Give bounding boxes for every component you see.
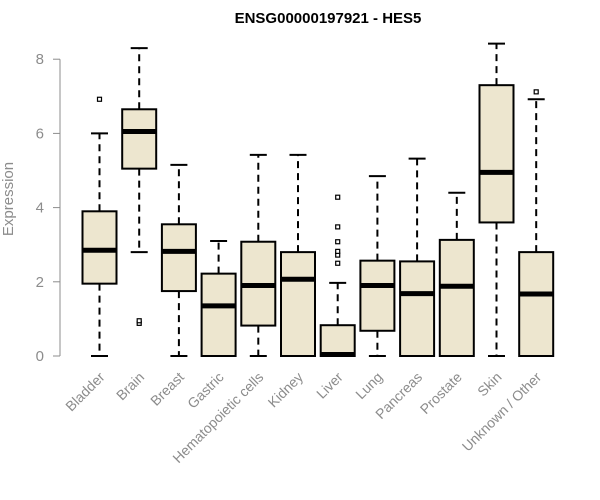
box-iqr [160,223,197,293]
box-iqr [200,272,237,357]
box-iqr [359,259,396,332]
outlier-point [136,318,142,324]
box-group [319,194,356,358]
box-iqr [280,251,316,357]
boxes-layer [81,42,555,358]
box-group [200,239,237,357]
box-group [240,153,277,357]
y-tick-label: 0 [36,348,44,365]
box-group [359,175,396,357]
box-group [121,47,158,326]
y-axis-label: Expression [0,162,17,236]
box-iqr [438,238,475,357]
x-tick-label: Liver [313,369,346,402]
outlier-point [533,89,539,95]
outlier-point [96,96,103,102]
y-tick-label: 8 [36,51,44,68]
outlier-point [335,194,341,200]
outlier-point [335,248,341,254]
outlier-point [335,224,341,230]
x-tick-label: Lung [352,369,385,402]
box-group [160,163,197,357]
box-iqr [81,210,118,285]
x-tick-label: Prostate [417,369,465,417]
box-group [280,153,316,357]
y-tick-label: 6 [36,125,44,142]
chart-title: ENSG00000197921 - HES5 [235,10,422,27]
box-group [399,157,436,357]
box-iqr [121,108,158,170]
box-group [81,96,118,357]
y-tick-label: 2 [36,274,44,291]
y-tick-label: 4 [36,200,44,217]
box-iqr [478,84,515,224]
x-tick-label: Breast [147,369,187,409]
outlier-point [335,260,341,266]
outlier-point [335,239,341,245]
x-tick-label: Kidney [265,369,307,411]
box-iqr [319,324,356,357]
box-group [438,191,475,357]
x-tick-label: Skin [474,369,505,400]
y-axis: 0 2 4 6 8 [36,51,61,365]
x-tick-label: Bladder [62,369,108,415]
box-group [518,89,555,357]
box-iqr [518,251,555,357]
x-tick-label: Brain [113,369,147,403]
box-iqr [399,260,436,357]
box-group [478,42,515,357]
